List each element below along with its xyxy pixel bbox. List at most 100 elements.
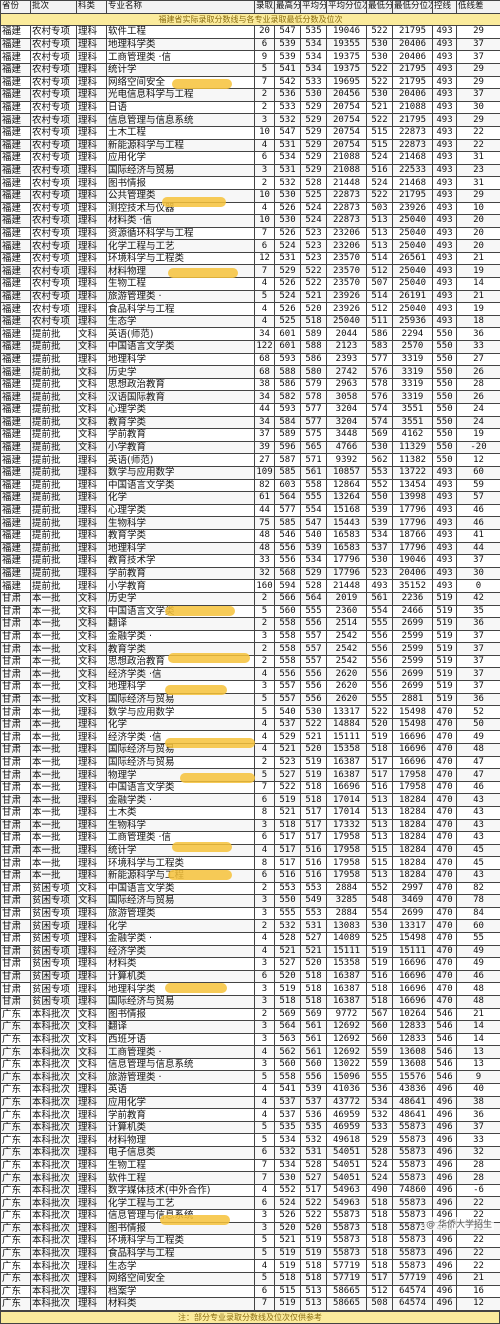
enrolled-count-cell: 4	[255, 718, 275, 731]
control-line-cell: 519	[433, 655, 457, 668]
max-score-cell: 515	[275, 1285, 301, 1298]
batch-cell: 本科批次	[31, 1184, 77, 1197]
min-rank-cell: 26561	[393, 252, 433, 265]
subject-type-cell: 文科	[77, 618, 107, 631]
subject-type-cell: 理科	[77, 1285, 107, 1298]
max-score-cell: 518	[275, 1272, 301, 1285]
enrolled-count-cell: 6	[255, 1285, 275, 1298]
min-rank-cell: 35152	[393, 580, 433, 593]
subject-type-cell: 理科	[77, 177, 107, 190]
min-rank-cell: 19046	[393, 555, 433, 568]
min-rank-cell: 2599	[393, 655, 433, 668]
min-score-cell: 513	[367, 215, 393, 228]
batch-cell: 本一批	[31, 718, 77, 731]
subject-type-cell: 文科	[77, 1046, 107, 1059]
province-cell: 甘肃	[1, 869, 31, 882]
max-score-cell: 539	[275, 38, 301, 51]
avg-score-cell: 557	[301, 643, 327, 656]
max-score-cell: 531	[275, 139, 301, 152]
control-line-cell: 519	[433, 630, 457, 643]
line-diff-cell: 24	[457, 404, 500, 417]
major-name-cell: 经济学类 ·信	[107, 668, 255, 681]
major-name-cell: 环境科学与工程类	[107, 857, 255, 870]
control-line-cell: 493	[433, 265, 457, 278]
min-score-cell: 512	[367, 265, 393, 278]
min-rank-cell: 3469	[393, 895, 433, 908]
major-name-cell: 汉语国际教育	[107, 391, 255, 404]
redaction-mark	[165, 685, 227, 695]
enrolled-count-cell: 3	[255, 895, 275, 908]
min-rank-cell: 13454	[393, 479, 433, 492]
enrolled-count-cell: 33	[255, 555, 275, 568]
avg-score-cell: 519	[301, 769, 327, 782]
control-line-cell: 546	[433, 1058, 457, 1071]
min-score-cell: 513	[367, 227, 393, 240]
enrolled-count-cell: 34	[255, 416, 275, 429]
line-diff-cell: 19	[457, 265, 500, 278]
control-line-cell: 550	[433, 353, 457, 366]
redaction-mark	[172, 842, 232, 852]
batch-cell: 农村专项	[31, 164, 77, 177]
line-diff-cell: 44	[457, 542, 500, 555]
max-score-cell: 526	[275, 227, 301, 240]
avg-rank-cell: 2542	[327, 655, 367, 668]
min-score-cell: 555	[367, 1071, 393, 1084]
max-score-cell: 569	[275, 1008, 301, 1021]
max-score-cell: 519	[275, 1298, 301, 1311]
min-score-cell: 530	[367, 441, 393, 454]
min-score-cell: 511	[367, 315, 393, 328]
avg-score-cell: 540	[301, 529, 327, 542]
min-score-cell: 576	[367, 366, 393, 379]
subject-type-cell: 理科	[77, 101, 107, 114]
min-rank-cell: 11329	[393, 441, 433, 454]
province-cell: 福建	[1, 341, 31, 354]
min-score-cell: 567	[367, 1008, 393, 1021]
batch-cell: 提前批	[31, 404, 77, 417]
min-rank-cell: 2881	[393, 693, 433, 706]
subject-type-cell: 理科	[77, 920, 107, 933]
control-line-cell: 496	[433, 1197, 457, 1210]
max-score-cell: 532	[275, 114, 301, 127]
enrolled-count-cell: 7	[255, 227, 275, 240]
subject-type-cell: 理科	[77, 983, 107, 996]
batch-cell: 农村专项	[31, 265, 77, 278]
avg-rank-cell: 21448	[327, 177, 367, 190]
batch-cell: 农村专项	[31, 315, 77, 328]
province-cell: 福建	[1, 479, 31, 492]
max-score-cell: 524	[275, 290, 301, 303]
major-name-cell: 材料物理	[107, 1134, 255, 1147]
control-line-cell: 519	[433, 668, 457, 681]
avg-rank-cell: 58665	[327, 1285, 367, 1298]
batch-cell: 本一批	[31, 756, 77, 769]
enrolled-count-cell: 4	[255, 1109, 275, 1122]
line-diff-cell: 48	[457, 995, 500, 1008]
enrolled-count-cell: 6	[255, 1197, 275, 1210]
line-diff-cell: 28	[457, 1172, 500, 1185]
subject-type-cell: 理科	[77, 718, 107, 731]
subject-type-cell: 文科	[77, 693, 107, 706]
redaction-mark	[165, 738, 255, 748]
max-score-cell: 532	[275, 1147, 301, 1160]
max-score-cell: 603	[275, 479, 301, 492]
batch-cell: 本科批次	[31, 1210, 77, 1223]
subject-type-cell: 理科	[77, 265, 107, 278]
batch-cell: 本一批	[31, 781, 77, 794]
avg-rank-cell: 12692	[327, 1021, 367, 1034]
avg-rank-cell: 46959	[327, 1109, 367, 1122]
line-diff-cell: 26	[457, 366, 500, 379]
avg-score-cell: 547	[301, 517, 327, 530]
enrolled-count-cell: 4	[255, 1084, 275, 1097]
major-name-cell: 环境科学与工程类	[107, 252, 255, 265]
avg-rank-cell: 3204	[327, 416, 367, 429]
avg-rank-cell: 20754	[327, 126, 367, 139]
control-line-cell: 493	[433, 164, 457, 177]
avg-rank-cell: 17332	[327, 819, 367, 832]
min-score-cell: 517	[367, 756, 393, 769]
avg-score-cell: 534	[301, 51, 327, 64]
min-score-cell: 514	[367, 252, 393, 265]
